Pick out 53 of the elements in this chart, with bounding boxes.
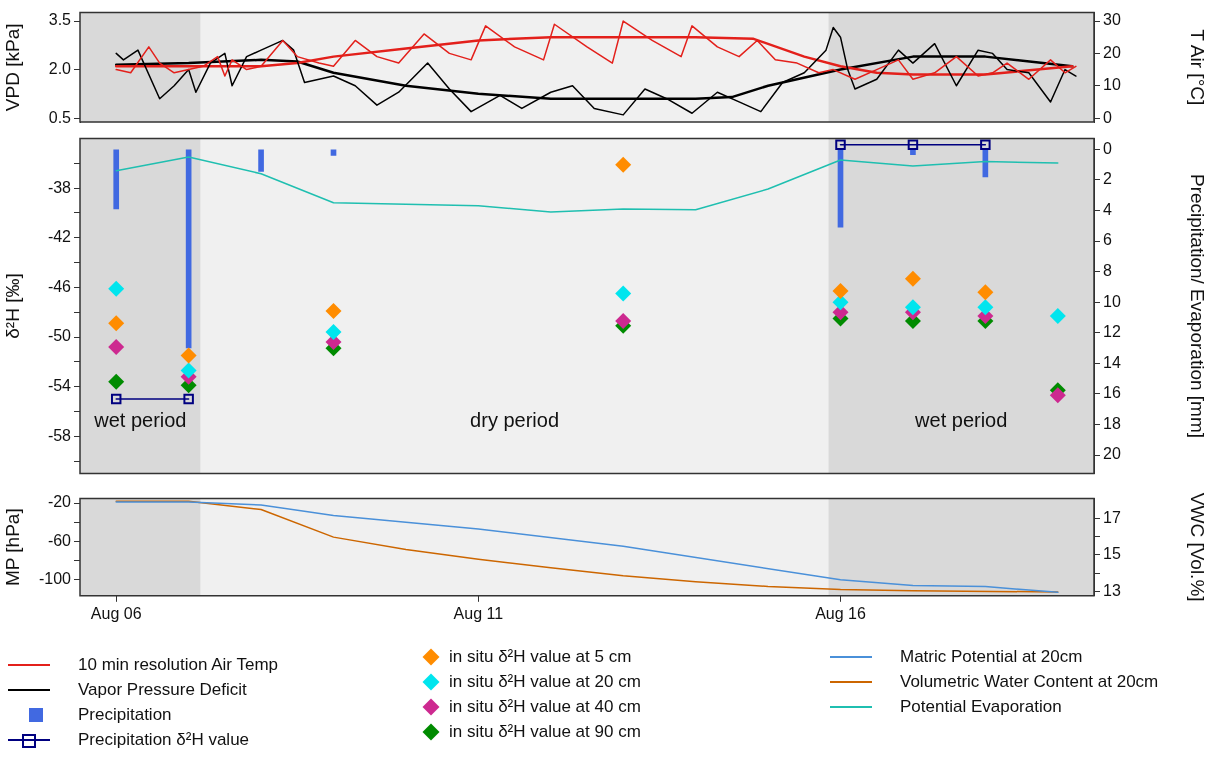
y-tick-label: -50 [47,327,72,345]
y2-tick-label: 12 [1103,323,1121,341]
y-tick-label: -38 [47,178,72,196]
y2-tick-label: 10 [1103,76,1121,94]
y-tick-label: 2.0 [48,59,72,77]
band-label: wet period [914,408,1008,431]
y-tick-label: 3.5 [48,11,72,29]
y2-tick-label: 0 [1103,108,1112,126]
y2-tick-label: 20 [1103,445,1121,463]
y-tick-label: -60 [47,531,72,549]
x-tick-label: Aug 11 [453,604,504,622]
y2-tick-label: 17 [1103,508,1121,526]
y2-tick-label: 15 [1103,545,1121,563]
y2-tick-label: 2 [1103,170,1112,188]
y2-tick-label: 13 [1103,581,1121,599]
x-tick-label: Aug 16 [815,604,866,622]
legend-label: in situ δ²H value at 40 cm [449,696,641,717]
y2-tick-label: 8 [1103,262,1112,280]
y2-tick-label: 30 [1103,11,1121,29]
x-tick-label: Aug 06 [90,604,142,622]
y2-tick-label: 6 [1103,231,1112,249]
legend-label: Vapor Pressure Deficit [78,679,247,700]
y-tick-label: -20 [47,493,72,511]
y2-tick-label: 20 [1103,43,1121,61]
band-label: dry period [470,408,560,431]
y-tick-label: 0.5 [48,108,72,126]
y2-tick-label: 16 [1103,384,1121,402]
y2-tick-label: 4 [1103,200,1112,218]
legend-label: Volumetric Water Content at 20cm [900,671,1159,692]
y-tick-label: -58 [47,426,72,444]
y2-axis-title: Precipitation/ Evaporation [mm] [1187,173,1209,439]
legend-label: in situ δ²H value at 90 cm [449,721,641,742]
legend-label: in situ δ²H value at 20 cm [449,671,641,692]
y-axis-title: δ²H [‰] [1,273,23,339]
legend-label: Potential Evaporation [900,696,1062,717]
y-axis-title: VPD [kPa] [1,23,23,112]
y2-tick-label: 14 [1103,353,1121,371]
band-label: wet period [93,408,187,431]
legend-label: Matric Potential at 20cm [900,646,1083,667]
y2-tick-label: 0 [1103,139,1112,157]
y-tick-label: -54 [47,377,72,395]
y-tick-label: -100 [38,570,72,588]
legend-label: Precipitation δ²H value [78,729,250,750]
y-tick-label: -42 [47,228,72,246]
legend-label: Precipitation [78,704,172,725]
y2-axis-title: T Air [°C] [1187,29,1209,106]
y2-axis-title: VWC [Vol.%] [1187,492,1209,602]
y2-tick-label: 18 [1103,414,1121,432]
y-axis-title: MP [hPa] [1,508,23,587]
legend-label: in situ δ²H value at 5 cm [449,646,632,667]
legend-label: 10 min resolution Air Temp [78,654,279,675]
y2-tick-label: 10 [1103,292,1121,310]
y-tick-label: -46 [47,277,72,295]
